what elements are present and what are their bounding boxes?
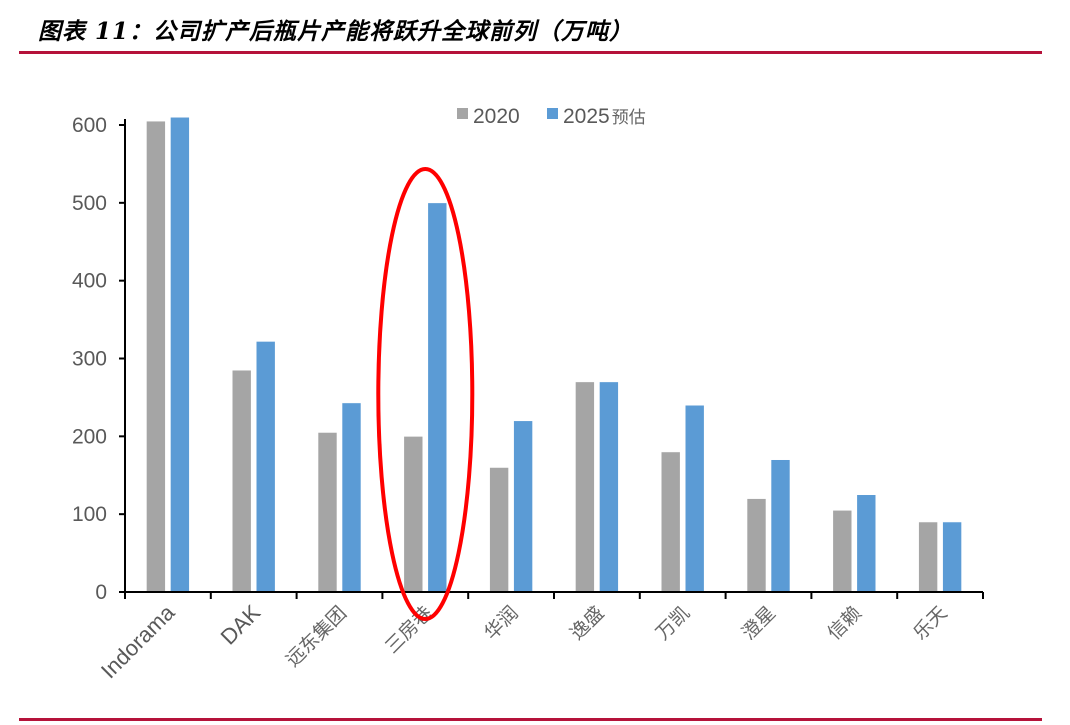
bar-group [231,341,276,593]
y-tick-label: 300 [72,348,107,371]
x-axis: Indorama DAK 远东集团 三房巷 华润 逸盛 万凯 澄星 信赖 乐天 [96,591,984,683]
x-category-label: 远东集团 [282,602,351,671]
bar-2020 [832,509,853,593]
bar-groups [146,116,962,593]
bar-2020 [746,498,767,593]
legend-swatch [457,108,468,119]
bar-2025预估 [170,116,190,593]
bar-2025预估 [599,381,619,593]
x-category-label: 乐天 [909,602,951,644]
x-category-label: 澄星 [738,602,780,644]
x-category-label: DAK [216,600,266,650]
bar-group [575,381,619,593]
bar-2025预估 [856,494,877,593]
bar-2025预估 [942,521,962,593]
y-axis: 0 100 200 300 400 500 600 [72,114,126,604]
x-category-label: 信赖 [823,602,865,644]
bar-group [489,420,533,593]
bar-group [317,402,362,593]
y-tick-label: 400 [72,270,107,293]
x-category-label: 万凯 [652,602,694,644]
bar-group [146,116,190,593]
bar-2020 [403,436,424,593]
legend-swatch [547,108,558,119]
bar-2020 [231,369,252,593]
legend-label: 2020 [473,105,520,128]
bottom-rule [19,718,1042,721]
bar-group [403,202,448,593]
bar-group [918,521,962,593]
bar-2025预估 [341,402,362,593]
bar-2020 [918,521,938,593]
bar-2020 [660,451,681,593]
chart-legend: 2020 2025 预估 [457,105,646,128]
y-tick-label: 500 [72,192,107,215]
y-tick-label: 100 [72,503,107,526]
x-category-label: Indorama [96,599,180,683]
x-category-label: 华润 [480,602,522,644]
bar-2020 [489,467,509,593]
bar-group [746,459,791,593]
bar-2025预估 [684,404,705,593]
highlight-ellipse [376,167,475,621]
highlight-annotation [376,167,475,621]
bar-2025预估 [427,202,448,593]
y-tick-label: 0 [95,581,107,604]
y-tick-label: 600 [72,114,107,137]
title-underline [19,51,1042,54]
bar-2025预估 [513,420,533,593]
bar-2025预估 [255,341,276,593]
bar-group [660,404,705,593]
figure-title: 图表 11：公司扩产后瓶片产能将跃升全球前列（万吨） [38,18,634,45]
legend-label: 2025 预估 [563,105,646,128]
bar-2025预估 [770,459,791,593]
bar-2020 [317,432,338,593]
y-tick-label: 200 [72,425,107,448]
x-category-label: 三房巷 [381,602,437,658]
bar-2020 [146,120,166,593]
x-category-label: 逸盛 [566,602,608,644]
bar-group [832,494,877,593]
bar-2020 [575,381,595,593]
